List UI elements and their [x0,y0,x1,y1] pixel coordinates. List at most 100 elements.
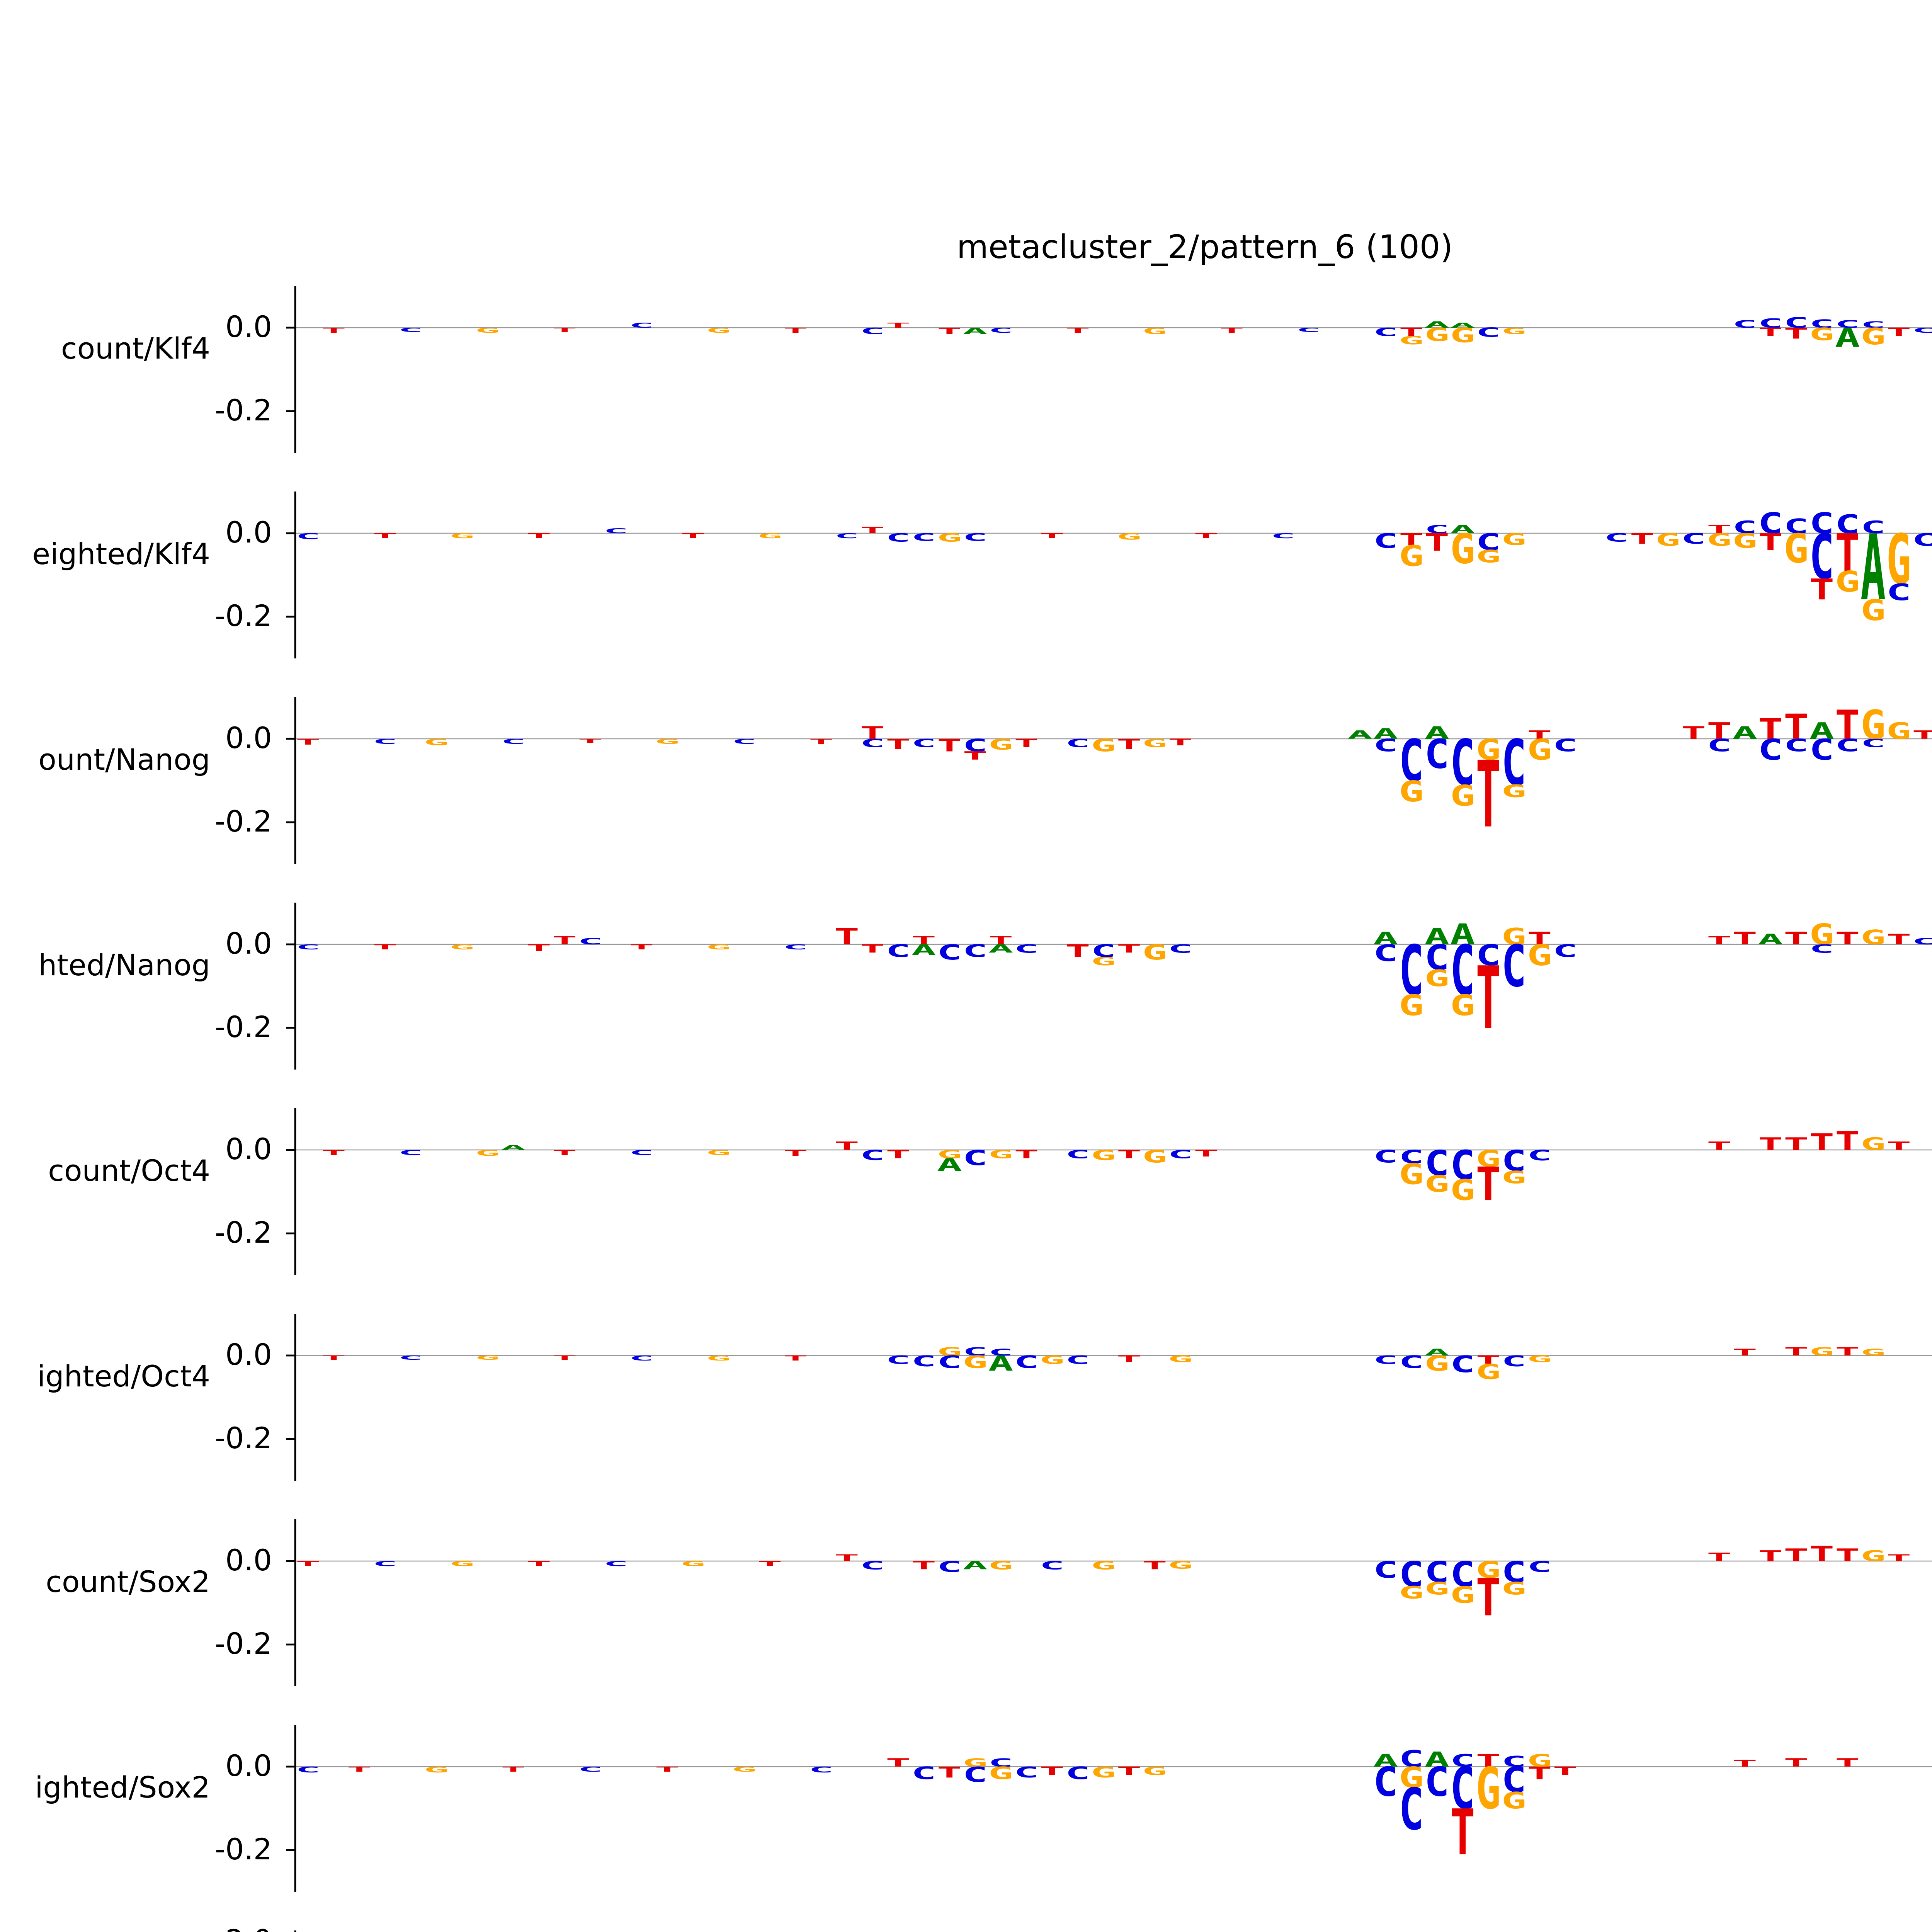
logo-letter: C [1065,1148,1090,1161]
logo-letter: T [552,1149,577,1157]
logo-letter: C [1450,726,1475,800]
logo-letter: C [1373,1556,1398,1583]
logo-plot-inf-content: ACTAGAAAAAACTCAGGGCTAGTCTGCATAGTATTACTTA… [294,1906,1475,1932]
logo-letter: G [1424,1579,1449,1599]
logo-letter: C [963,1146,988,1170]
logo-letter: T [783,327,808,335]
logo-letter: T [372,532,398,540]
logo-letter: G [1450,1173,1475,1207]
logo-letter: T [321,327,346,335]
logo-letter: C [1476,529,1501,555]
logo-letter: T [1758,1134,1783,1154]
logo-letter: C [629,321,654,330]
logo-letter: A [988,1352,1013,1376]
logo-letter: C [1784,736,1809,756]
logo-letter: T [1476,1751,1501,1771]
logo-letter: C [1450,1142,1475,1189]
logo-letter: A [1861,515,1886,621]
logo-letter: T [1732,1347,1757,1358]
logo-letter: G [963,1352,988,1372]
logo-letter: T [1732,929,1757,949]
logo-letter: C [1553,941,1578,961]
logo-letter: T [1399,530,1424,549]
logo-letter: C [1861,320,1886,330]
logo-letter: G [1142,736,1167,750]
y-tick-label: 0.0 [225,311,272,345]
logo-letter: T [501,1765,526,1774]
logo-letter: C [937,940,962,964]
logo-letter: C [398,327,423,333]
logo-letter: C [1758,316,1783,331]
logo-letter: T [526,1560,551,1568]
logo-letter: G [680,1560,706,1568]
logo-letter: T [1784,1345,1809,1358]
logo-letter: C [886,1353,911,1366]
logo-letter: C [1399,1352,1424,1372]
logo-letter: G [1655,530,1680,550]
logo-letter: G [1142,1764,1167,1777]
logo-letter: G [937,531,962,544]
panel-label: count/Oct4 [48,1155,210,1189]
logo-letter: C [963,941,988,961]
logo-letter: T [783,1148,808,1158]
logo-letter: C [1835,736,1860,756]
logo-letter: T [680,532,706,540]
logo-letter: C [911,1764,936,1784]
logo-letter: T [1116,1148,1141,1161]
logo-letter: G [1424,324,1449,345]
logo-letter: T [1116,736,1141,752]
logo-letter: G [1450,525,1475,573]
logo-letter: T [1707,1551,1732,1564]
logo-letter: G [1527,1354,1552,1364]
logo-letter: G [706,1149,731,1157]
logo-letter: A [1424,320,1449,330]
logo-letter: G [1861,1548,1886,1565]
logo-letter: A [1450,1906,1475,1932]
logo-letter: C [1424,523,1449,536]
logo-letter: G [475,1148,500,1158]
logo-letter: G [937,1345,962,1358]
logo-letter: C [1501,1760,1526,1800]
logo-letter: T [1784,1545,1809,1565]
logo-letter: T [552,1354,577,1361]
logo-letter: C [296,943,321,951]
logo-letter: T [1835,1545,1860,1565]
panel-row-inf-content: Inf. content 2.0 0.0 ACTAGAAAAAACTCAGGGC… [0,1906,1932,1932]
logo-letter: C [1527,1558,1552,1576]
logo-letter: C [1399,1146,1424,1168]
logo-letter: C [629,1149,654,1157]
logo-letter: C [1014,1352,1039,1372]
logo-letter: C [963,1345,988,1358]
logo-letter: T [1424,528,1449,556]
logo-letter: C [860,326,885,336]
logo-letter: A [1424,723,1449,743]
logo-letter: G [1476,1755,1501,1822]
logo-letter: C [886,531,911,544]
logo-letter: C [1373,1759,1398,1805]
logo-letter: T [757,1560,782,1568]
y-tick-label: -0.2 [214,394,272,428]
logo-letter: T [552,327,577,333]
logo-letter: C [1065,1764,1090,1784]
logo-letter: A [1347,728,1372,742]
logo-letter: T [1758,325,1783,338]
logo-letter: C [834,532,859,540]
logo-letter: G [706,943,731,951]
logo-letter: T [1194,1148,1219,1159]
logo-letter: G [449,1560,474,1568]
logo-letter: T [1527,929,1552,949]
logo-letter: G [937,1148,962,1161]
logo-letter: G [1527,733,1552,766]
logo-letter: C [1912,937,1932,947]
logo-letter: C [860,1559,885,1572]
logo-letter: C [1373,529,1398,553]
logo-letter: A [1424,923,1449,950]
logo-letter: G [988,1764,1013,1784]
logo-letter: T [988,934,1013,947]
logo-letter: T [1809,1129,1834,1155]
logo-letter: T [886,1148,911,1161]
logo-letter: C [1373,1353,1398,1366]
